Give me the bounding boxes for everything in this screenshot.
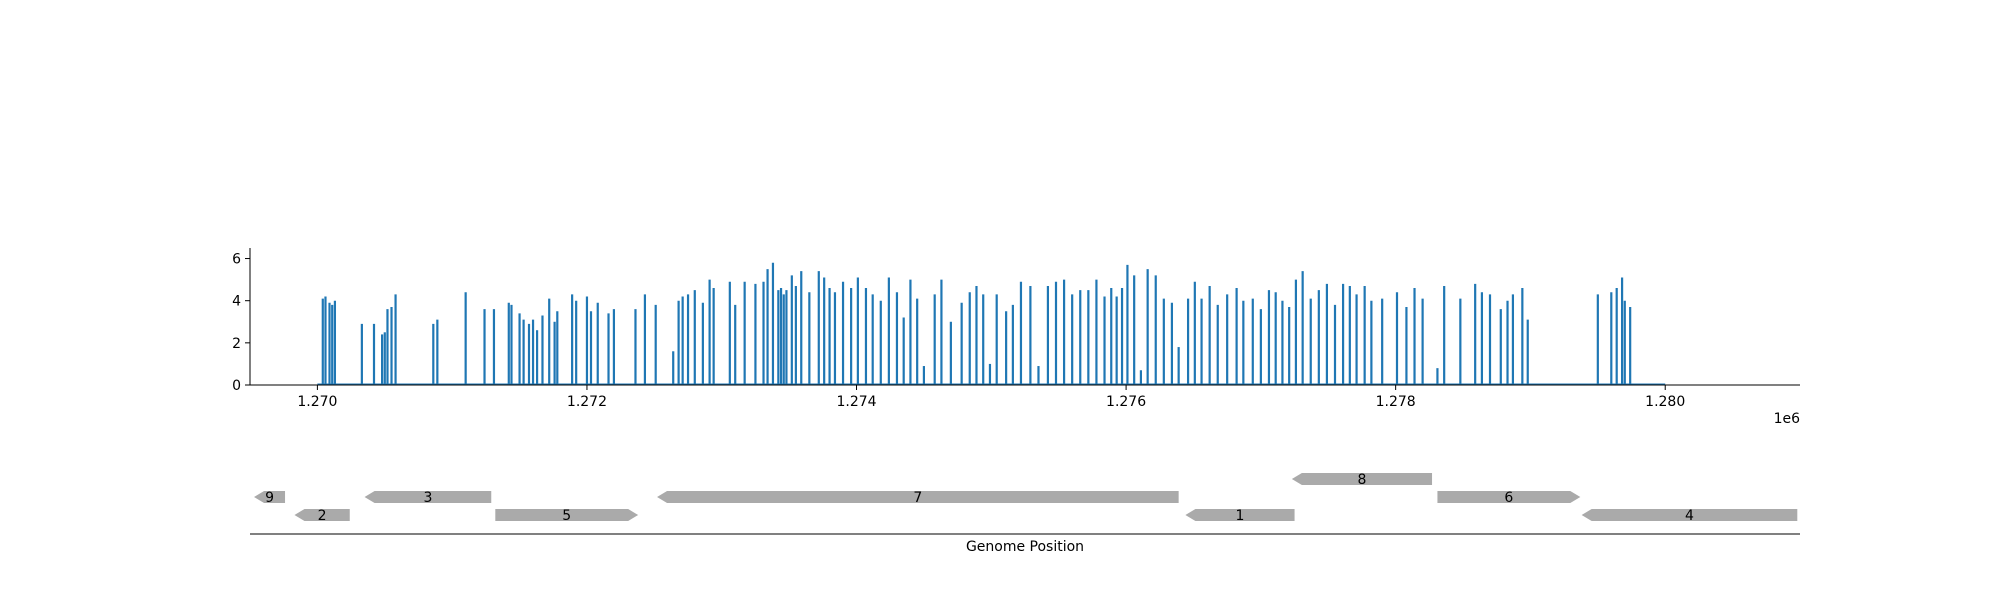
y-tick-label: 0 xyxy=(232,378,241,394)
gene-label: 2 xyxy=(318,508,327,524)
gene-arrow xyxy=(1581,509,1798,521)
x-tick-label: 1.278 xyxy=(1376,394,1416,410)
y-tick-label: 2 xyxy=(232,336,241,352)
gene-label: 4 xyxy=(1685,508,1694,524)
x-offset-label: 1e6 xyxy=(1774,411,1801,427)
gene-label: 3 xyxy=(423,490,432,506)
gene-arrow xyxy=(657,491,1179,503)
x-tick-label: 1.280 xyxy=(1645,394,1685,410)
gene-label: 6 xyxy=(1504,490,1513,506)
coverage-plot: 1.270 1.272 1.274 1.276 1.278 1.280 0 2 4 6 1e6 xyxy=(232,248,1800,427)
gene-label: 9 xyxy=(265,490,274,506)
coverage-bars xyxy=(317,262,1666,386)
axis-ticks: 1.270 1.272 1.274 1.276 1.278 1.280 0 2 4 6 xyxy=(232,252,1685,410)
gene-arrow xyxy=(495,509,639,521)
x-tick-label: 1.276 xyxy=(1106,394,1146,410)
gene-arrow xyxy=(254,491,286,503)
gene-label: 8 xyxy=(1357,472,1366,488)
x-axis-title: Genome Position xyxy=(966,539,1084,555)
y-tick-label: 6 xyxy=(232,252,241,268)
gene-arrow xyxy=(1437,491,1581,503)
x-tick-label: 1.274 xyxy=(836,394,876,410)
gene-arrow xyxy=(1291,473,1433,485)
gene-arrow xyxy=(294,509,350,521)
gene-track: 9 2 3 5 7 1 8 6 4 Genome Position xyxy=(250,472,1800,555)
gene-label: 5 xyxy=(562,508,571,524)
x-tick-label: 1.270 xyxy=(297,394,337,410)
gene-arrow xyxy=(364,491,492,503)
gene-arrows: 9 2 3 5 7 1 8 6 4 xyxy=(254,472,1798,524)
gene-label: 7 xyxy=(913,490,922,506)
y-tick-label: 4 xyxy=(232,294,241,310)
gene-label: 1 xyxy=(1236,508,1245,524)
x-tick-label: 1.272 xyxy=(567,394,607,410)
gene-arrow xyxy=(1185,509,1295,521)
